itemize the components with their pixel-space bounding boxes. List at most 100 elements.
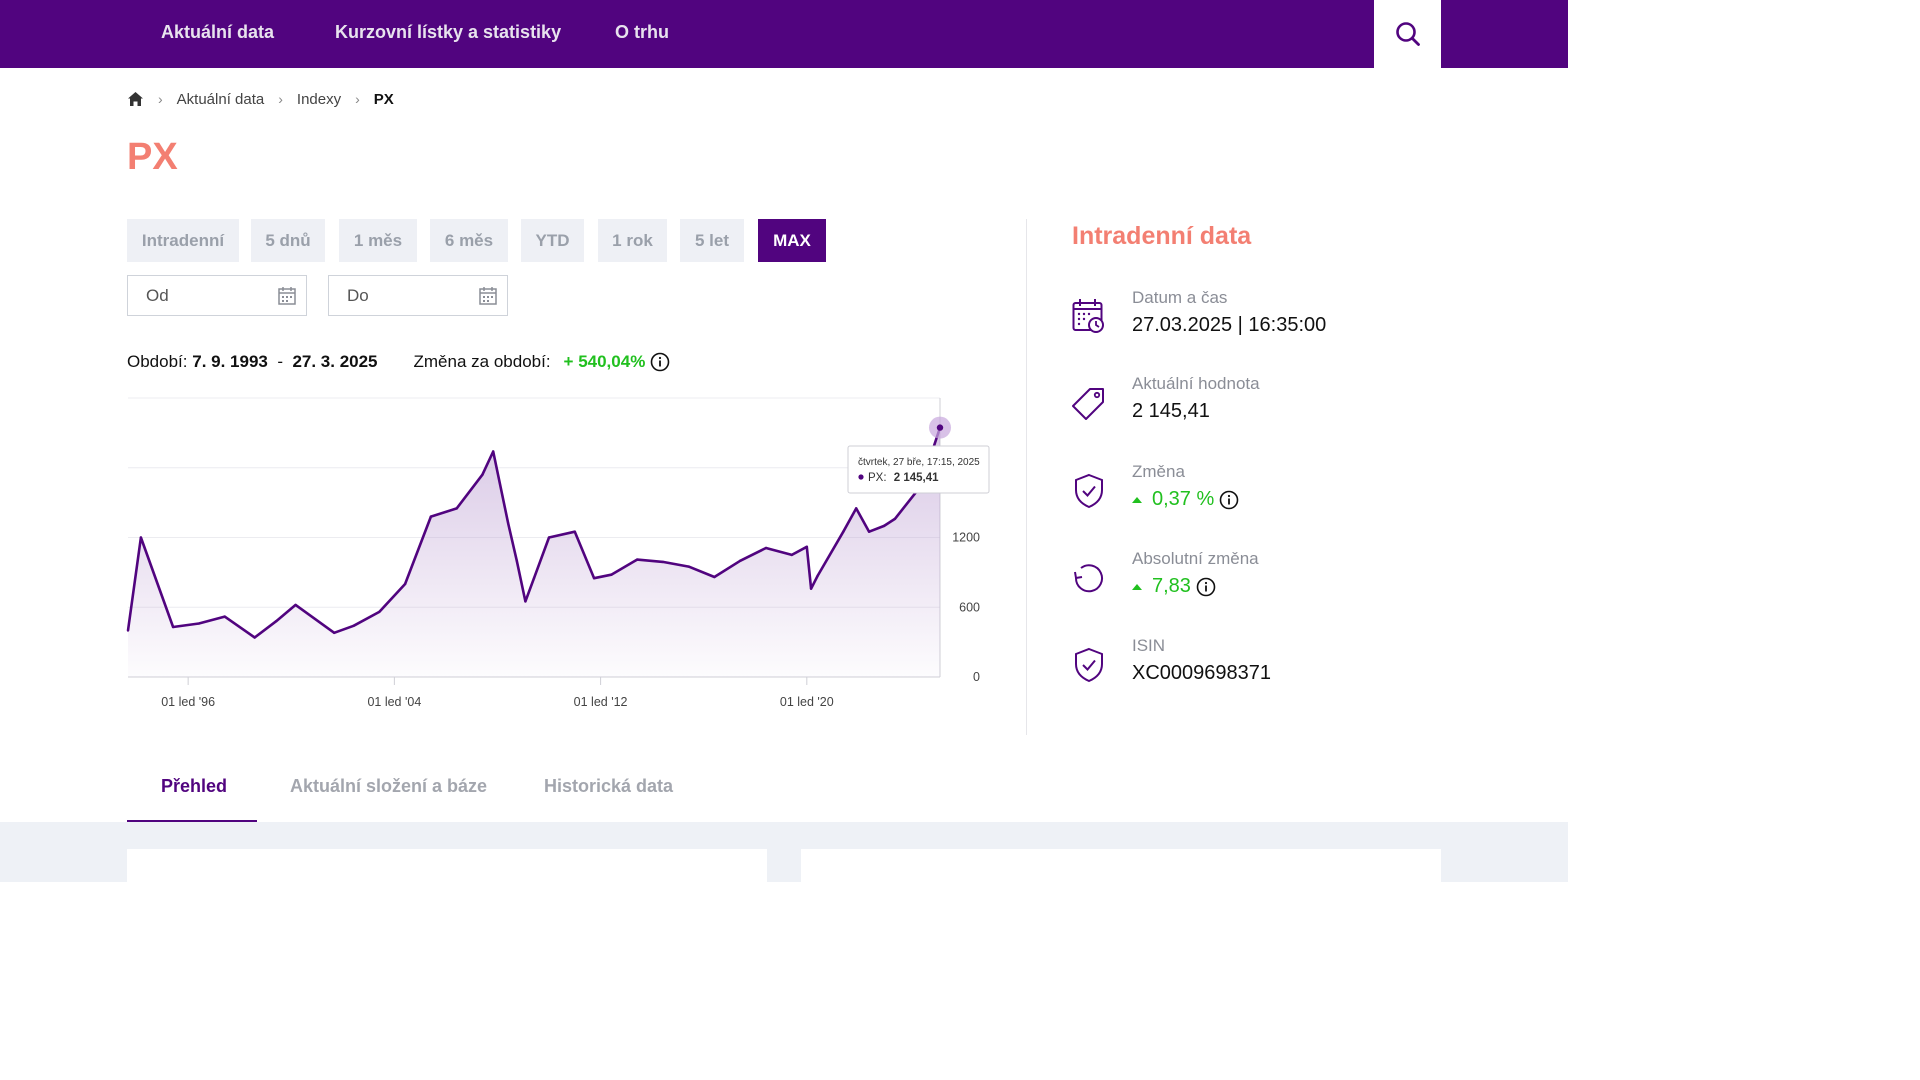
chart-point — [532, 576, 536, 580]
active-tab-indicator — [127, 820, 257, 822]
chart-point — [275, 620, 278, 623]
chart-point — [790, 553, 793, 557]
chart-point — [294, 603, 297, 607]
refresh-icon — [1074, 564, 1103, 593]
datetime-value: 27.03.2025 | 16:35:00 — [1132, 314, 1327, 336]
px-index-chart[interactable]: 0 600 1200 01 led '96 01 led '04 01 led '12 0… — [120, 390, 1000, 720]
chart-point — [197, 622, 201, 625]
intraday-row-datetime: Datum a čas 27.03.2025 | 16:35:00 — [1072, 288, 1432, 348]
period-start: 7. 9. 1993 — [192, 352, 268, 371]
nav-item-aktualni-data[interactable]: Aktuální data — [161, 22, 275, 42]
chart-point — [635, 558, 639, 561]
tooltip-series-name: PX: — [868, 472, 887, 484]
chart-point — [171, 625, 175, 629]
tab-aktualni-slozeni[interactable]: Aktuální složení a báze — [290, 776, 488, 796]
period-button-5-dnu[interactable]: 5 dnů — [251, 219, 325, 262]
chart-hover-marker — [929, 416, 951, 439]
info-icon[interactable] — [650, 352, 670, 372]
chart-area — [128, 427, 940, 677]
chart-point — [809, 587, 813, 590]
change-value: 0,37 % — [1152, 488, 1215, 510]
chart-point — [661, 560, 665, 564]
calendar-icon[interactable] — [278, 286, 296, 305]
page-title: PX — [127, 136, 178, 178]
search-button[interactable] — [1374, 0, 1441, 68]
info-icon[interactable] — [1219, 490, 1239, 510]
y-axis-labels: 0 600 1200 — [952, 531, 980, 685]
tooltip-value: 2 145,41 — [894, 472, 939, 484]
date-to-field[interactable]: Do — [328, 275, 508, 316]
absolute-change-wrapper: 7,83 — [1132, 575, 1216, 598]
chart-point — [429, 515, 433, 518]
chart-point — [573, 530, 577, 533]
period-button-1-mes[interactable]: 1 měs — [339, 219, 417, 262]
chart-point — [855, 507, 858, 510]
section-divider — [1026, 219, 1027, 735]
chevron-right-icon: › — [355, 91, 360, 107]
period-dash: - — [277, 352, 283, 371]
breadcrumb: › Aktuální data › Indexy › PX — [127, 88, 394, 110]
chart-point — [805, 545, 809, 548]
period-button-5-let[interactable]: 5 let — [680, 219, 744, 262]
chart-point — [882, 524, 886, 528]
up-arrow-icon — [1132, 583, 1142, 590]
nav-item-o-trhu[interactable]: O trhu — [615, 22, 669, 42]
change-label: Změna — [1132, 462, 1185, 481]
date-to-placeholder: Do — [347, 286, 369, 305]
chart-point — [524, 600, 527, 603]
change-value-wrapper: 0,37 % — [1132, 488, 1239, 511]
content-card-left — [127, 849, 767, 889]
current-value-label: Aktuální hodnota — [1132, 374, 1260, 393]
search-icon — [1395, 22, 1420, 46]
price-tag-icon — [1072, 388, 1104, 420]
calendar-clock-icon — [1072, 299, 1104, 333]
chart-point — [867, 530, 871, 533]
date-from-field[interactable]: Od — [127, 275, 307, 316]
x-tick-label: 01 led '20 — [780, 695, 834, 709]
period-button-1-rok[interactable]: 1 rok — [598, 219, 667, 262]
chart-point — [352, 624, 355, 628]
breadcrumb-item-indexy[interactable]: Indexy — [296, 90, 342, 108]
chart-point — [893, 517, 897, 521]
period-end: 27. 3. 2025 — [292, 352, 378, 371]
period-button-6-mes[interactable]: 6 měs — [430, 219, 508, 262]
calendar-icon[interactable] — [479, 286, 497, 305]
chart-point — [842, 530, 845, 533]
info-icon[interactable] — [1196, 577, 1216, 597]
period-button-intradenni[interactable]: Intradenní — [127, 219, 239, 262]
chart-tooltip: čtvrtek, 27 bře, 17:15, 2025 PX: 2 145,4… — [847, 445, 990, 494]
chart-point — [139, 536, 143, 539]
chevron-right-icon: › — [158, 91, 163, 107]
chart-point — [481, 473, 484, 476]
chart-point — [507, 522, 510, 525]
x-tick-label: 01 led '96 — [161, 695, 215, 709]
chart-point — [764, 546, 768, 550]
breadcrumb-item-current: PX — [373, 90, 394, 108]
period-label: Období: — [127, 352, 188, 371]
period-change-value: + 540,04% — [563, 352, 646, 371]
tooltip-date: čtvrtek, 27 bře, 17:15, 2025 — [858, 457, 980, 468]
chart-point — [687, 565, 690, 568]
period-button-max[interactable]: MAX — [758, 219, 826, 262]
shield-check-icon — [1075, 473, 1103, 509]
y-tick-label: 1200 — [952, 531, 980, 545]
tab-prehled[interactable]: Přehled — [161, 776, 228, 796]
content-tabs: Přehled Aktuální složení a báze Historic… — [127, 760, 1441, 822]
period-button-ytd[interactable]: YTD — [521, 219, 584, 262]
nav-item-kurzovni-listky[interactable]: Kurzovní lístky a statistiky — [335, 22, 562, 42]
top-navigation: Aktuální data Kurzovní lístky a statisti… — [0, 0, 1568, 68]
intraday-row-current-value: Aktuální hodnota 2 145,41 — [1072, 374, 1432, 434]
x-axis-labels: 01 led '96 01 led '04 01 led '12 01 led '20 — [161, 677, 834, 709]
chart-point — [610, 573, 613, 576]
chart-point — [515, 559, 519, 562]
home-icon[interactable] — [127, 91, 144, 107]
chart-point — [491, 450, 495, 453]
absolute-change-label: Absolutní změna — [1132, 549, 1259, 568]
tab-historicka-data[interactable]: Historická data — [544, 776, 674, 796]
period-info: Období: 7. 9. 1993 - 27. 3. 2025 Změna z… — [127, 351, 670, 373]
chart-point — [223, 615, 226, 618]
chart-point — [126, 629, 130, 632]
hover-marker-dot — [936, 424, 944, 431]
breadcrumb-item-aktualni-data[interactable]: Aktuální data — [176, 90, 265, 108]
